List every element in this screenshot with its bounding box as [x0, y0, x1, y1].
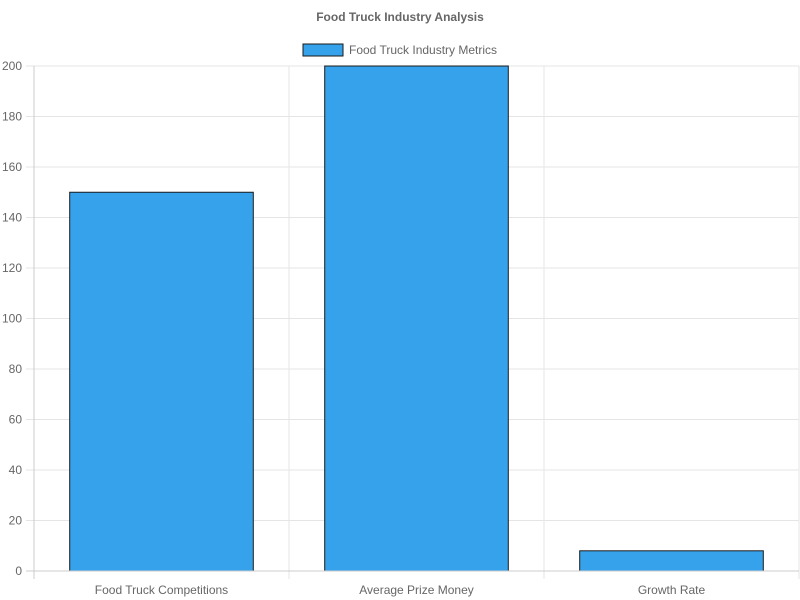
- y-tick-label: 40: [9, 463, 23, 477]
- chart-title: Food Truck Industry Analysis: [316, 10, 484, 24]
- y-tick-label: 60: [9, 413, 23, 427]
- bars: [69, 65, 764, 572]
- y-tick-label: 120: [2, 261, 22, 275]
- bar[interactable]: [69, 191, 254, 572]
- legend-swatch: [302, 43, 344, 57]
- y-tick-label: 0: [15, 564, 22, 578]
- y-axis: 0 20 40 60 80 100 120 140 160 180 200: [2, 59, 35, 579]
- x-tick-label: Average Prize Money: [359, 583, 474, 597]
- legend-label: Food Truck Industry Metrics: [349, 43, 497, 57]
- x-tick-label: Growth Rate: [638, 583, 706, 597]
- y-tick-label: 180: [2, 110, 22, 124]
- y-tick-label: 100: [2, 312, 22, 326]
- x-axis: Food Truck Competitions Average Prize Mon…: [26, 570, 799, 597]
- y-tick-label: 200: [2, 59, 22, 73]
- y-tick-label: 140: [2, 211, 22, 225]
- bar[interactable]: [579, 550, 764, 572]
- y-tick-label: 160: [2, 160, 22, 174]
- bar[interactable]: [324, 65, 509, 572]
- x-tick-label: Food Truck Competitions: [95, 583, 228, 597]
- y-tick-label: 20: [9, 514, 23, 528]
- y-tick-label: 80: [9, 362, 23, 376]
- legend[interactable]: Food Truck Industry Metrics: [302, 43, 497, 57]
